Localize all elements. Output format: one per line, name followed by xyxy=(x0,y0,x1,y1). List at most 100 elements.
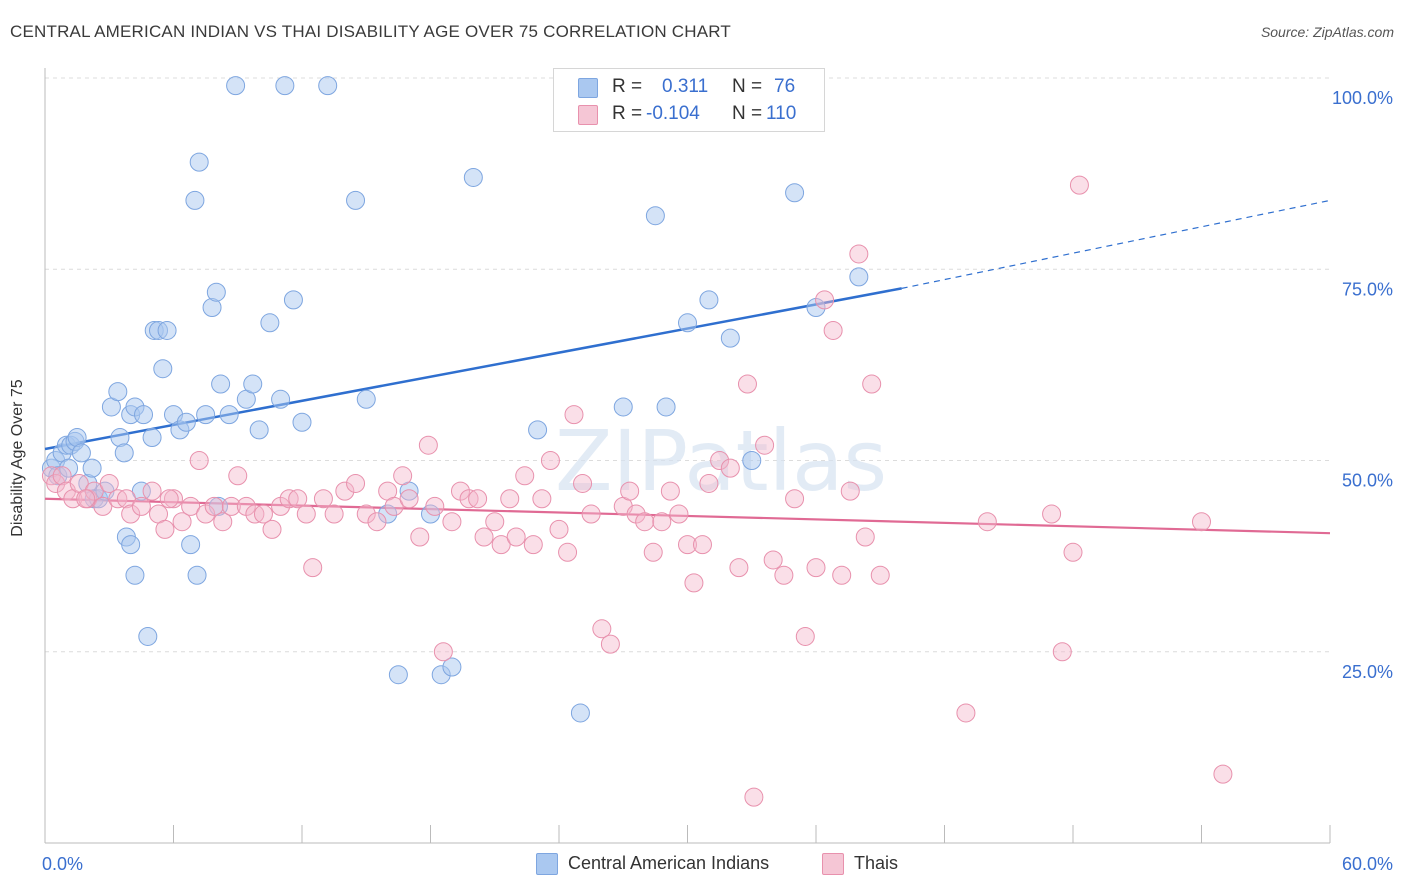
n-value: 76 xyxy=(774,76,796,97)
data-point-thais xyxy=(729,558,749,578)
data-point-thais xyxy=(356,504,376,524)
trend-line-extension xyxy=(901,199,1331,289)
data-point-thais xyxy=(684,573,704,593)
data-point-thais xyxy=(288,489,308,509)
legend-label: Thais xyxy=(854,853,899,873)
data-point-thais xyxy=(620,481,640,501)
data-point-thais xyxy=(692,535,712,555)
data-point-thais xyxy=(399,489,419,509)
data-point-thais xyxy=(121,504,141,524)
data-point-central-american-indians xyxy=(656,397,676,417)
data-point-central-american-indians xyxy=(189,152,209,172)
data-point-thais xyxy=(549,519,569,539)
data-point-thais xyxy=(346,473,366,493)
source-label: Source: ZipAtlas.com xyxy=(1260,24,1394,40)
data-point-thais xyxy=(335,481,355,501)
data-point-central-american-indians xyxy=(645,206,665,226)
data-point-thais xyxy=(425,496,445,516)
data-point-central-american-indians xyxy=(699,290,719,310)
data-point-thais xyxy=(221,496,241,516)
data-point-thais xyxy=(532,489,552,509)
chart-title: CENTRAL AMERICAN INDIAN VS THAI DISABILI… xyxy=(10,22,732,41)
data-point-thais xyxy=(303,558,323,578)
data-point-central-american-indians xyxy=(196,405,216,425)
n-value: 110 xyxy=(766,103,797,124)
data-point-thais xyxy=(52,466,72,486)
data-point-central-american-indians xyxy=(176,412,196,432)
data-point-central-american-indians xyxy=(211,374,231,394)
data-point-central-american-indians xyxy=(226,76,246,96)
data-point-thais xyxy=(253,504,273,524)
data-point-thais xyxy=(491,535,511,555)
data-point-thais xyxy=(669,504,689,524)
data-point-thais xyxy=(855,527,875,547)
data-point-thais xyxy=(442,512,462,532)
data-point-thais xyxy=(181,496,201,516)
data-point-central-american-indians xyxy=(138,626,158,646)
data-point-thais xyxy=(515,466,535,486)
gridlines xyxy=(45,77,1330,653)
data-point-central-american-indians xyxy=(59,458,79,478)
pink-swatch xyxy=(578,105,598,125)
data-point-central-american-indians xyxy=(283,290,303,310)
x-tick-label: 60.0% xyxy=(1342,854,1393,874)
data-point-thais xyxy=(737,374,757,394)
n-label: N = xyxy=(732,76,763,97)
data-point-thais xyxy=(500,489,520,509)
data-point-central-american-indians xyxy=(528,420,548,440)
data-point-central-american-indians xyxy=(187,565,207,585)
data-point-thais xyxy=(699,473,719,493)
data-point-central-american-indians xyxy=(134,405,154,425)
data-point-thais xyxy=(558,542,578,562)
y-tick-label: 75.0% xyxy=(1342,279,1393,299)
data-point-central-american-indians xyxy=(185,190,205,210)
data-point-thais xyxy=(678,535,697,555)
data-point-thais xyxy=(763,550,783,570)
y-tick-label: 100.0% xyxy=(1332,88,1393,108)
data-point-thais xyxy=(823,320,843,340)
data-point-thais xyxy=(76,489,96,509)
data-point-thais xyxy=(564,405,584,425)
r-label: R = xyxy=(612,76,643,97)
data-point-thais xyxy=(213,512,233,532)
data-point-central-american-indians xyxy=(388,665,408,685)
data-point-central-american-indians xyxy=(153,359,173,379)
data-point-central-american-indians xyxy=(114,443,134,463)
data-point-thais xyxy=(956,703,976,723)
axes xyxy=(44,68,1331,844)
data-point-thais xyxy=(116,489,136,509)
stats-row-pink: R = -0.104 N = 110 xyxy=(554,102,824,128)
data-point-thais xyxy=(870,565,890,585)
data-point-thais xyxy=(1042,504,1062,524)
data-point-thais xyxy=(262,519,282,539)
data-point-thais xyxy=(1052,642,1072,662)
series-central-american-indians xyxy=(41,76,869,723)
data-point-central-american-indians xyxy=(271,389,291,409)
data-point-thais xyxy=(832,565,852,585)
data-point-central-american-indians xyxy=(82,458,102,478)
data-point-thais xyxy=(468,489,488,509)
data-point-thais xyxy=(204,496,224,516)
data-point-thais xyxy=(433,642,453,662)
data-point-central-american-indians xyxy=(260,313,280,333)
data-point-central-american-indians xyxy=(142,428,162,448)
data-point-central-american-indians xyxy=(121,535,141,555)
data-point-thais xyxy=(164,489,183,509)
data-point-thais xyxy=(710,451,730,470)
data-point-thais xyxy=(485,512,505,532)
data-point-thais xyxy=(367,512,387,532)
data-point-central-american-indians xyxy=(613,397,633,417)
data-point-thais xyxy=(131,496,151,516)
data-point-thais xyxy=(849,244,869,264)
data-point-thais xyxy=(46,473,66,493)
data-point-central-american-indians xyxy=(346,190,366,210)
data-point-thais xyxy=(785,489,805,509)
data-point-central-american-indians xyxy=(131,481,151,501)
y-tick-label: 25.0% xyxy=(1342,662,1393,682)
data-point-central-american-indians xyxy=(206,282,226,302)
data-point-thais xyxy=(410,527,430,547)
data-point-thais xyxy=(815,290,835,310)
tick-labels: 25.0% 50.0% 75.0% 100.0% 0.0% 60.0% xyxy=(42,88,1393,874)
data-point-central-american-indians xyxy=(181,535,201,555)
